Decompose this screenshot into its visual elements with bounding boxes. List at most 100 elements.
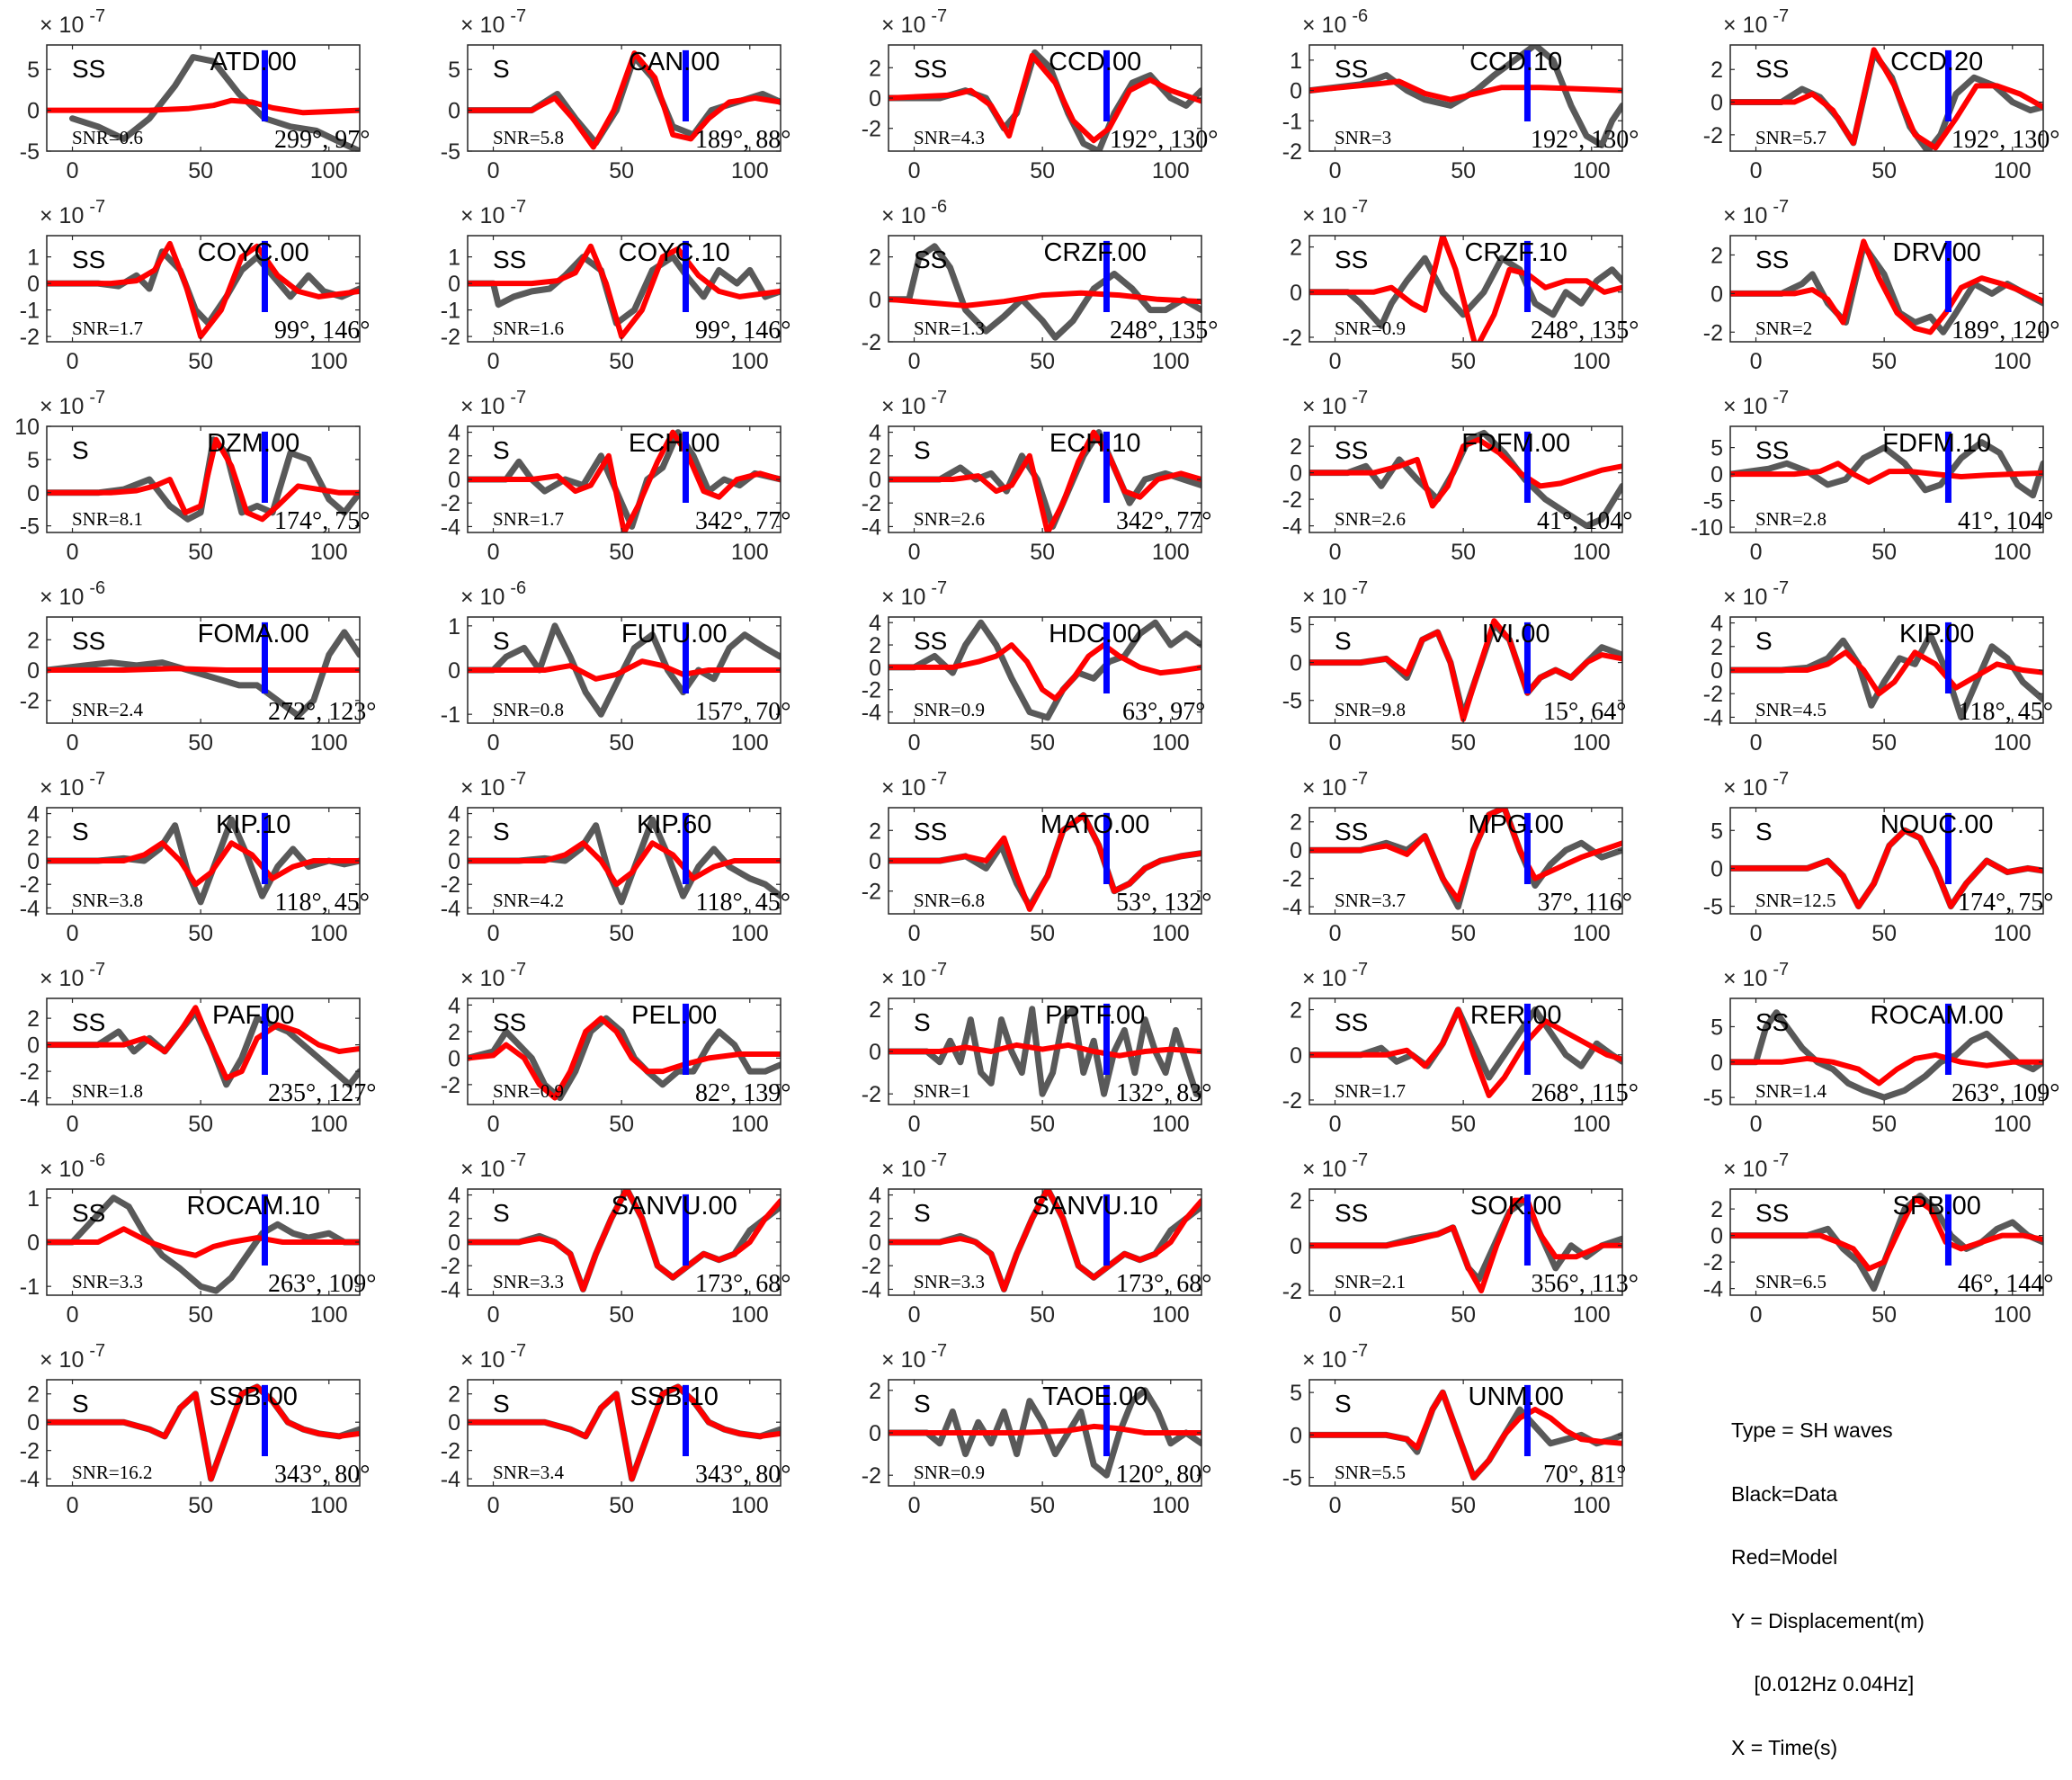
- scale-label: × 10 -7: [40, 1341, 105, 1373]
- scale-label: × 10 -7: [460, 1150, 526, 1182]
- angles-label: 342°, 77°: [695, 507, 790, 535]
- station-label: KIP.10: [216, 810, 290, 839]
- y-tick-label: 0: [1290, 461, 1302, 487]
- y-tick-label: 4: [27, 802, 40, 827]
- x-tick-label: 50: [1451, 158, 1476, 183]
- x-tick-label: 100: [310, 349, 348, 374]
- y-tick-label: 2: [1290, 434, 1302, 460]
- x-tick-label: 50: [188, 730, 213, 756]
- panel-nouc-00: 0 50 100 -5 0 5× 10 -7 S NOUC.00 SNR=12.5 174°, 75…: [1703, 769, 2054, 946]
- y-tick-label: 0: [27, 1033, 40, 1059]
- data-trace: [47, 816, 360, 906]
- y-tick-label: 2: [1290, 998, 1302, 1024]
- axes-box: [1308, 425, 1623, 533]
- y-tick-label: -2: [1703, 123, 1723, 148]
- scale-label: × 10 -7: [881, 1341, 947, 1373]
- y-tick-label: 2: [27, 1382, 40, 1408]
- angles-label: 70°, 81°: [1543, 1461, 1626, 1489]
- phase-label: SS: [1335, 818, 1368, 845]
- axes-box: [46, 1379, 361, 1487]
- y-tick-label: -2: [862, 678, 881, 703]
- x-tick-label: 0: [67, 730, 79, 756]
- x-tick-label: 100: [1152, 1493, 1190, 1518]
- model-trace: [468, 429, 781, 532]
- legend-box: Type = SH waves Black=Data Red=Model Y =…: [1731, 1378, 1925, 1780]
- y-tick-label: 4: [448, 1184, 460, 1209]
- x-tick-label: 50: [1871, 1112, 1897, 1137]
- x-tick-label: 0: [1750, 730, 1763, 756]
- axes-box: [1729, 1188, 2044, 1296]
- y-tick-label: 2: [1290, 810, 1302, 836]
- axes-box: [1729, 807, 2044, 915]
- station-label: SSB.00: [210, 1382, 298, 1411]
- station-label: COYC.00: [198, 238, 309, 267]
- y-tick-label: -2: [441, 325, 460, 350]
- y-tick-label: 2: [448, 1382, 460, 1408]
- scale-label: × 10 -6: [460, 578, 526, 610]
- y-tick-label: 0: [869, 288, 881, 313]
- y-tick-label: 1: [1290, 49, 1302, 74]
- x-tick-label: 0: [908, 1493, 921, 1518]
- x-tick-label: 50: [609, 158, 634, 183]
- x-tick-label: 50: [1451, 1302, 1476, 1328]
- y-tick-label: 0: [1710, 1051, 1723, 1076]
- y-tick-label: 0: [1290, 281, 1302, 306]
- x-tick-label: 50: [1030, 349, 1055, 374]
- data-trace: [889, 1006, 1201, 1097]
- y-tick-label: 0: [27, 658, 40, 684]
- x-tick-label: 100: [1994, 730, 2032, 756]
- panel-crzf-00: 0 50 100 -2 0 2× 10 -6 SS CRZF.00 SNR=1.3 248°, 13…: [862, 197, 1219, 374]
- y-tick-label: 0: [448, 468, 460, 493]
- scale-label: × 10 -7: [460, 1341, 526, 1373]
- axes-box: [467, 235, 781, 343]
- station-label: CAN.00: [629, 48, 720, 76]
- data-trace: [1730, 439, 2043, 499]
- snr-label: SNR=6.8: [914, 890, 985, 911]
- snr-label: SNR=0.9: [914, 699, 985, 720]
- angles-label: 299°, 97°: [274, 126, 370, 154]
- snr-label: SNR=2: [1755, 318, 1812, 339]
- angles-label: 132°, 83°: [1116, 1079, 1211, 1107]
- y-tick-label: -4: [862, 1277, 881, 1302]
- model-trace: [47, 1383, 360, 1482]
- snr-label: SNR=6.5: [1755, 1271, 1826, 1293]
- y-tick-label: 0: [27, 849, 40, 874]
- x-tick-label: 0: [1329, 158, 1342, 183]
- y-tick-label: 2: [1290, 1189, 1302, 1214]
- y-tick-label: 0: [869, 1230, 881, 1256]
- angles-label: 118°, 45°: [1959, 698, 2053, 726]
- station-label: PAF.00: [212, 1001, 294, 1030]
- panel-atd-00: 0 50 100 -5 0 5× 10 -7 SS ATD.00 SNR=0.6 299°, 97°: [20, 6, 371, 183]
- phase-label: SS: [1755, 1199, 1789, 1227]
- y-tick-label: 2: [869, 1379, 881, 1404]
- y-tick-label: -2: [1282, 139, 1302, 165]
- y-tick-label: 0: [1710, 658, 1723, 684]
- model-trace: [468, 1189, 781, 1293]
- scale-label: × 10 -7: [1723, 960, 1789, 991]
- station-label: DZM.00: [207, 429, 299, 458]
- angles-label: 192°, 130°: [1531, 126, 1639, 154]
- station-label: PPTF.00: [1045, 1001, 1145, 1030]
- y-tick-label: -4: [20, 896, 40, 921]
- x-tick-label: 0: [1329, 1112, 1342, 1137]
- data-trace: [1730, 242, 2043, 335]
- x-tick-label: 50: [1451, 349, 1476, 374]
- x-tick-label: 50: [1030, 1302, 1055, 1328]
- y-tick-label: 10: [14, 415, 40, 440]
- y-tick-label: 0: [869, 1421, 881, 1446]
- data-trace: [468, 1015, 781, 1102]
- angles-label: 46°, 144°: [1958, 1270, 2053, 1298]
- y-tick-label: 1: [448, 614, 460, 640]
- y-tick-label: 4: [448, 421, 460, 446]
- y-tick-label: -2: [20, 325, 40, 350]
- legend-line-type: Type = SH waves: [1731, 1418, 1893, 1442]
- phase-label: SS: [914, 627, 947, 655]
- phase-label: SS: [1335, 1008, 1368, 1036]
- x-tick-label: 0: [1329, 349, 1342, 374]
- snr-label: SNR=2.6: [1335, 508, 1406, 530]
- x-tick-label: 0: [1329, 1302, 1342, 1328]
- x-tick-label: 100: [1152, 1302, 1190, 1328]
